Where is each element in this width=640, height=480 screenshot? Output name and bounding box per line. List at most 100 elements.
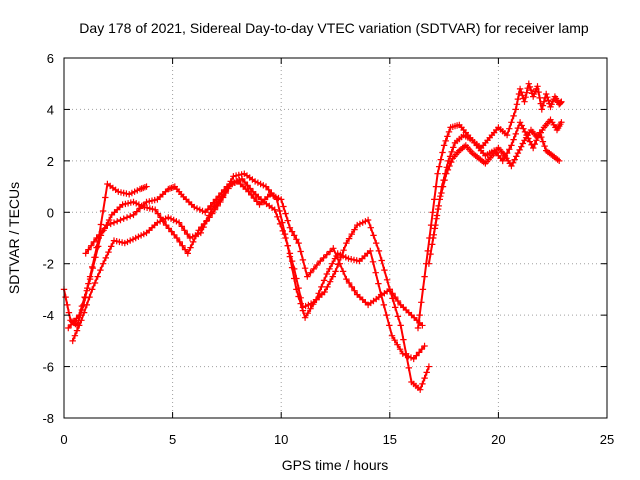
series-track-4 [65,175,433,393]
x-tick-label: 10 [274,432,288,447]
data-point [335,261,342,268]
data-point [431,225,439,232]
data-point [117,216,124,224]
data-point [271,206,278,213]
data-point [65,324,72,332]
data-point [339,268,347,275]
data-point [80,309,88,316]
data-point [310,265,317,273]
data-point [273,196,281,203]
data-point [416,311,423,319]
data-point [440,142,448,149]
data-point [421,342,428,350]
data-point [540,98,548,105]
data-point [348,283,355,291]
data-point [419,380,426,388]
data-point [386,286,393,293]
data-point [71,332,79,339]
data-point [556,157,563,165]
data-point [329,273,336,280]
data-point [138,202,145,210]
data-point [417,386,424,393]
data-point [446,162,453,170]
data-point [178,223,185,230]
data-point [284,217,291,224]
data-point [280,203,287,210]
data-point [499,157,506,165]
data-point [439,183,447,190]
data-point [82,250,89,257]
data-point [521,98,528,105]
data-point [276,207,283,215]
data-point [419,286,427,293]
data-point [429,209,436,216]
series-track-2 [82,178,426,329]
data-point [299,256,307,264]
data-point [351,287,358,294]
data-point [123,214,131,221]
data-point [410,355,417,363]
data-point [536,94,543,102]
y-tick-label: -2 [42,257,54,272]
data-point [73,327,81,334]
data-point [369,258,377,265]
data-point [525,80,532,87]
data-point [85,246,92,253]
data-point [304,273,311,280]
data-point [512,106,519,113]
x-axis-label: GPS time / hours [282,457,389,473]
data-point [97,266,104,274]
data-point [356,220,364,228]
data-point [206,214,213,221]
data-point [427,250,434,258]
x-tick-label: 0 [60,432,67,447]
data-point [531,140,538,148]
data-point [154,210,162,217]
x-tick-label: 25 [600,432,614,447]
data-point [91,279,99,287]
data-point [526,83,534,91]
data-point [380,301,387,309]
data-point [332,268,339,275]
data-point [441,176,448,184]
data-point [295,239,302,247]
data-point [99,260,107,267]
data-point [274,213,281,220]
data-point [418,299,425,306]
data-point [214,202,221,210]
data-point [313,261,321,269]
data-point [442,137,449,145]
data-point [127,237,134,244]
data-point [514,95,522,103]
data-point [95,243,102,250]
data-point [405,364,412,372]
data-point [330,245,337,252]
data-point [326,248,334,255]
y-tick-label: 4 [47,102,54,117]
data-point [209,210,216,217]
data-point [219,194,227,201]
data-point [295,284,302,292]
y-ticks: -8 -6 -4 -2 0 2 4 6 [42,51,607,426]
data-point [225,185,232,192]
x-tick-label: 5 [169,432,176,447]
data-point [200,220,208,228]
data-point [293,275,300,282]
y-tick-label: 6 [47,51,54,66]
data-point [421,273,428,280]
data-point [343,239,350,247]
series-track-3 [69,170,428,363]
data-point [378,257,385,264]
data-point [84,284,91,292]
data-point [510,112,517,120]
data-point [375,280,382,287]
data-point [444,166,452,174]
data-point [291,232,298,239]
data-point [105,248,112,256]
data-point [114,218,121,225]
data-point [329,260,336,267]
data-point [88,242,95,249]
data-point [388,332,396,339]
data-point [152,206,159,213]
